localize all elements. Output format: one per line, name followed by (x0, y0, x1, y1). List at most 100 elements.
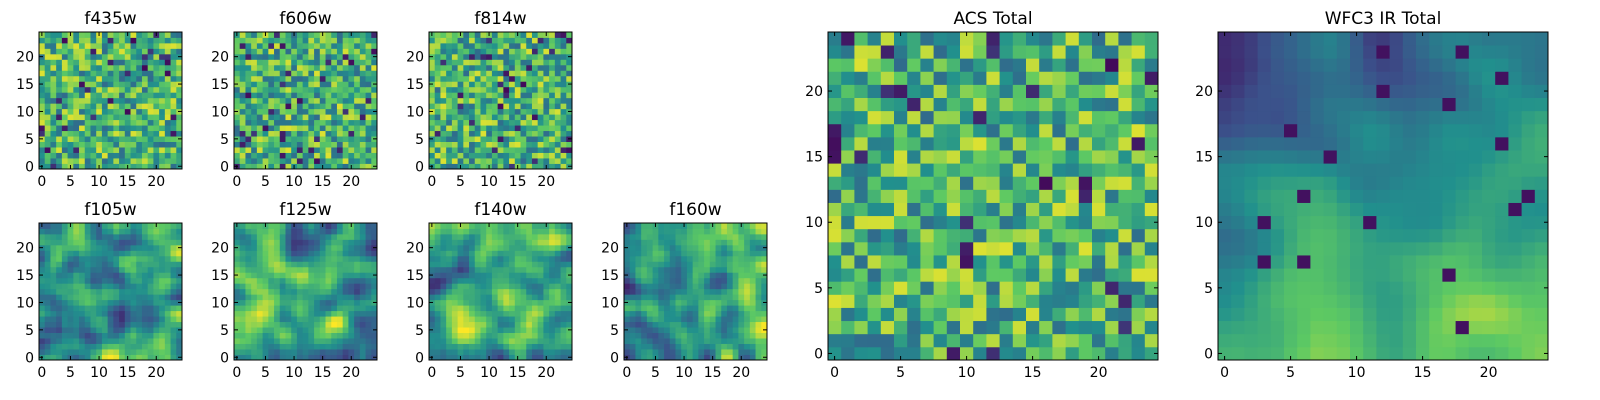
heatmap-cell (554, 288, 561, 295)
heatmap-cell (566, 239, 573, 246)
heatmap-cell (336, 321, 344, 328)
heatmap-cell (73, 272, 80, 279)
heatmap-cell (291, 321, 298, 328)
heatmap-cell (124, 244, 131, 251)
heatmap-cell (469, 228, 476, 235)
heatmap-cell (474, 42, 481, 49)
heatmap-cell (960, 320, 974, 335)
heatmap-cell (113, 288, 120, 295)
heatmap-cell (336, 343, 344, 350)
heatmap-cell (124, 310, 131, 317)
heatmap-cell (84, 261, 91, 268)
heatmap-cell (239, 81, 246, 88)
heatmap-cell (675, 288, 682, 295)
heatmap-cell (314, 266, 321, 273)
heatmap-cell (463, 349, 470, 355)
heatmap-cell (543, 277, 550, 284)
heatmap-cell (296, 42, 304, 49)
heatmap-cell (285, 114, 292, 121)
heatmap-cell (960, 268, 974, 282)
heatmap-cell (159, 305, 166, 312)
heatmap-cell (319, 86, 326, 93)
heatmap-cell (136, 299, 143, 306)
heatmap-cell (531, 316, 539, 323)
heatmap-cell (314, 261, 321, 268)
heatmap-cell (463, 321, 470, 328)
heatmap-cell (520, 305, 527, 312)
heatmap-cell (549, 255, 556, 262)
heatmap-cell (147, 250, 154, 257)
heatmap-cell (84, 244, 91, 251)
heatmap-cell (457, 48, 464, 55)
heatmap-cell (84, 255, 91, 262)
heatmap-cell (549, 92, 556, 99)
heatmap-cell (664, 272, 671, 279)
heatmap-cell (44, 310, 51, 317)
heatmap-cell (434, 130, 441, 137)
heatmap-cell (1052, 189, 1066, 203)
heatmap-cell (147, 310, 154, 317)
heatmap-cell (285, 81, 292, 88)
heatmap-cell (999, 150, 1014, 164)
heatmap-cell (113, 97, 120, 104)
heatmap-cell (480, 119, 487, 126)
x-tick-label: 10 (675, 365, 693, 381)
y-tick-label: 15 (406, 268, 424, 284)
heatmap-cell (480, 321, 487, 328)
heatmap-cell (560, 332, 567, 339)
y-tick-label: 0 (25, 350, 34, 366)
heatmap-cell (451, 70, 458, 77)
heatmap-cell (635, 316, 642, 323)
heatmap-cell (554, 283, 561, 290)
heatmap-cell (658, 261, 665, 268)
heatmap-cell (749, 288, 756, 295)
heatmap-cell (1026, 281, 1040, 295)
heatmap-cell (491, 130, 499, 137)
heatmap-cell (503, 272, 510, 279)
heatmap-cell (296, 332, 304, 339)
heatmap-cell (560, 272, 567, 279)
heatmap-cell (73, 163, 80, 170)
heatmap-cell (497, 64, 504, 71)
heatmap-cell (371, 316, 378, 323)
heatmap-cell (176, 70, 183, 77)
heatmap-cell (262, 338, 269, 344)
heatmap-cell (354, 305, 361, 312)
heatmap-cell (124, 130, 131, 137)
heatmap-cell (336, 332, 344, 339)
heatmap-cell (176, 294, 183, 301)
heatmap-cell (738, 228, 745, 235)
heatmap-cell (566, 349, 573, 355)
heatmap-cell (73, 321, 80, 328)
heatmap-cell (1118, 189, 1132, 203)
heatmap-cell (354, 244, 361, 251)
heatmap-cell (531, 32, 539, 38)
heatmap-cell (514, 349, 521, 355)
heatmap-cell (354, 266, 361, 273)
heatmap-cell (342, 97, 349, 104)
heatmap-cell (130, 70, 137, 77)
heatmap-cell (50, 266, 57, 273)
heatmap-cell (50, 158, 57, 164)
heatmap-cell (50, 141, 57, 148)
heatmap-cell (348, 141, 355, 148)
heatmap-cell (302, 114, 309, 121)
heatmap-cell (371, 59, 378, 66)
heatmap-cell (894, 241, 908, 256)
heatmap-cell (101, 310, 109, 317)
heatmap-cell (141, 163, 149, 170)
heatmap-cell (503, 48, 510, 55)
heatmap-cell (274, 223, 281, 229)
heatmap-cell (365, 86, 372, 93)
heatmap-cell (124, 158, 131, 164)
heatmap-cell (39, 70, 46, 77)
heatmap-cell (354, 42, 361, 49)
heatmap-cell (268, 32, 275, 38)
heatmap-cell (698, 244, 705, 251)
heatmap-cell (681, 338, 688, 344)
heatmap-cell (566, 92, 573, 99)
heatmap-cell (61, 147, 68, 153)
heatmap-cell (130, 261, 137, 268)
heatmap-cell (554, 136, 561, 142)
heatmap-cell (141, 354, 149, 361)
